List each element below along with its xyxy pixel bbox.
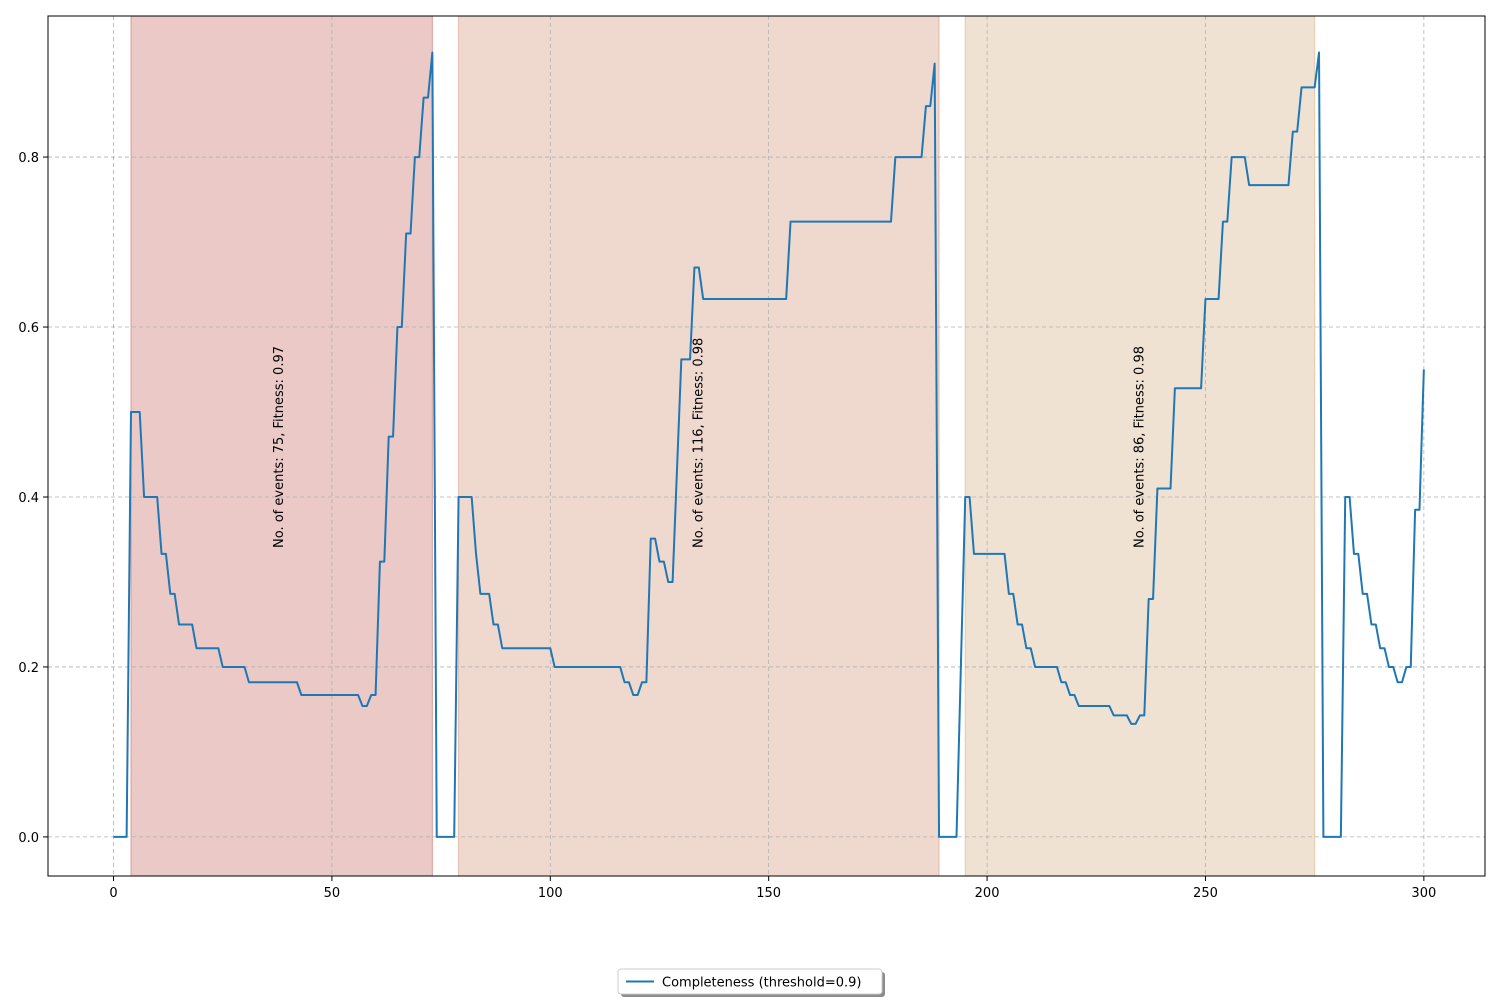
x-tick-label: 100 [538,886,563,901]
highlight-regions [130,15,1316,877]
y-tick-label: 0.0 [18,831,39,846]
x-tick-label: 50 [324,886,341,901]
region-2 [458,15,940,877]
x-tick-label: 200 [975,886,1000,901]
x-tick-label: 0 [109,886,117,901]
completeness-line [113,51,1425,838]
x-tick-label: 150 [756,886,781,901]
region-label-3: No. of events: 86, Fitness: 0.98 [1132,346,1147,548]
legend-label: Completeness (threshold=0.9) [662,976,862,991]
y-tick-label: 0.4 [18,491,39,506]
x-tick-label: 250 [1193,886,1218,901]
y-tick-label: 0.8 [18,151,39,166]
region-label-1: No. of events: 75, Fitness: 0.97 [272,346,287,548]
y-axis-ticks: 0.0 0.2 0.4 0.6 0.8 [18,151,48,846]
x-tick-label: 300 [1411,886,1436,901]
legend: Completeness (threshold=0.9) [617,968,885,997]
series-layer [113,51,1425,838]
region-labels: No. of events: 75, Fitness: 0.97 No. of e… [272,338,1147,548]
legend-box [617,968,883,995]
region-1 [130,15,433,877]
x-axis-ticks: 0 50 100 150 200 250 300 [109,876,1436,901]
y-tick-label: 0.2 [18,661,39,676]
plot-frame [47,15,1486,877]
region-label-2: No. of events: 116, Fitness: 0.98 [691,338,706,548]
y-tick-label: 0.6 [18,321,39,336]
